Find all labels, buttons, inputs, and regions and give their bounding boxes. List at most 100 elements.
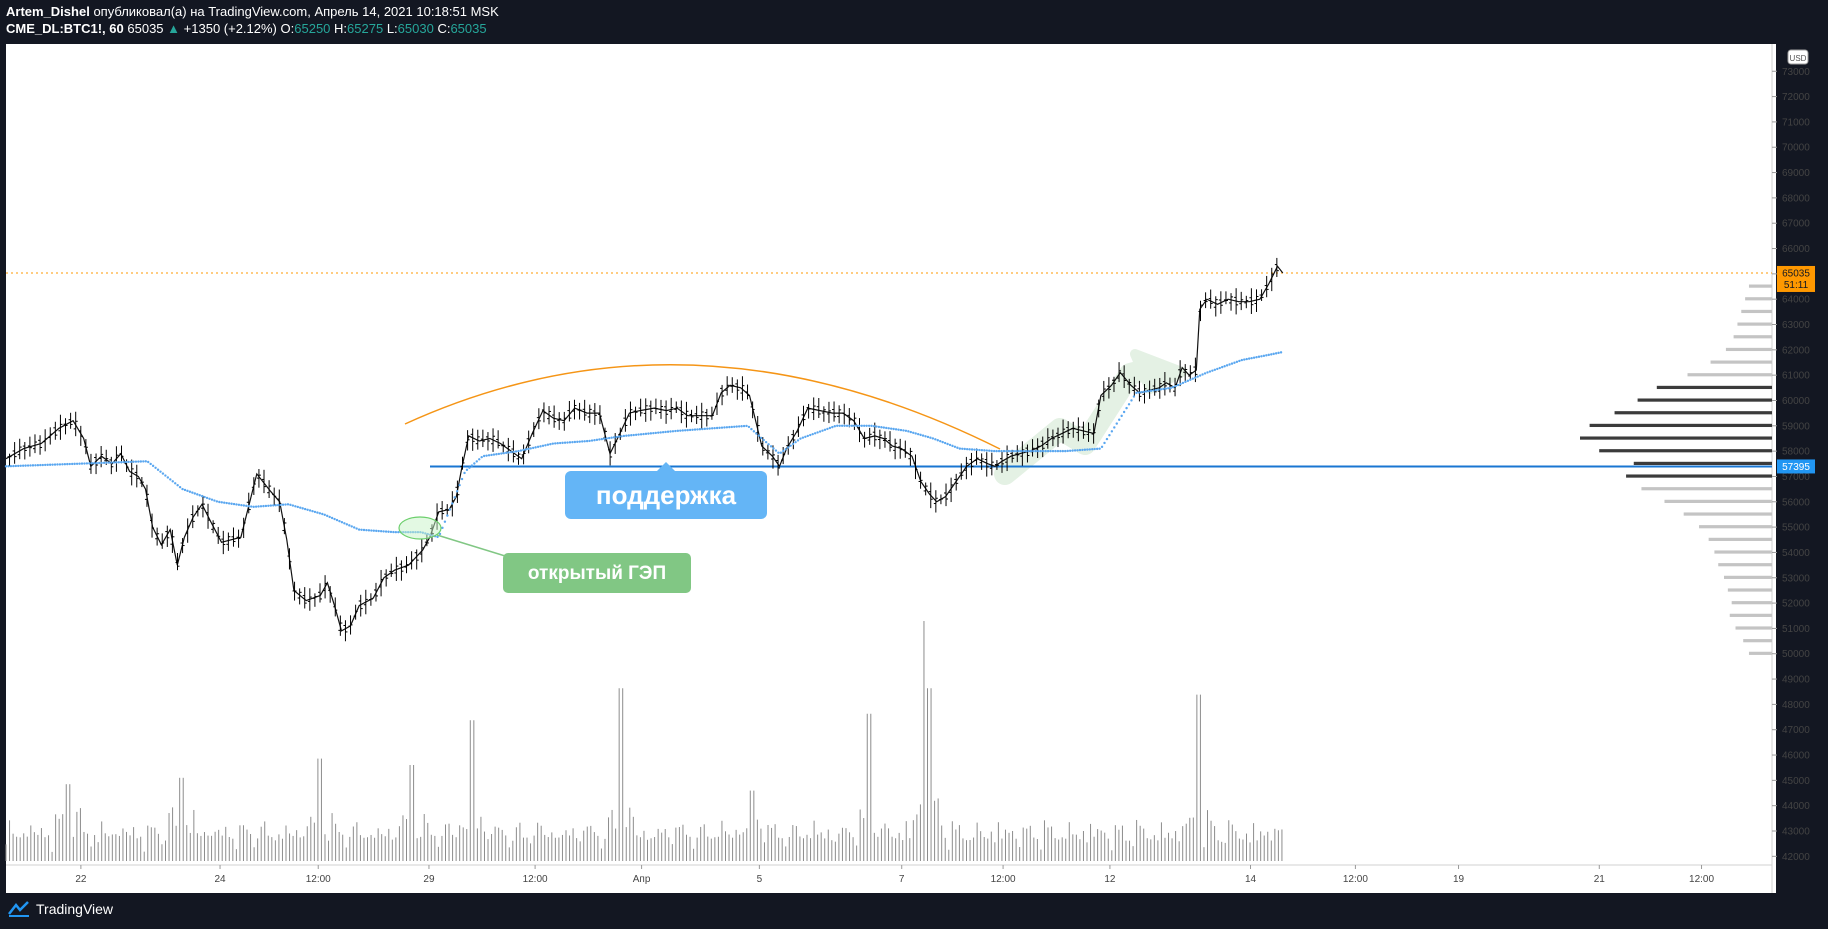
- candle: [358, 594, 363, 617]
- vwap-point: [480, 455, 483, 459]
- candle: [1208, 289, 1213, 309]
- vwap-point: [774, 449, 778, 452]
- candle: [353, 604, 358, 620]
- candle: [144, 484, 149, 507]
- tradingview-logo[interactable]: TradingView: [8, 901, 113, 917]
- price-axis[interactable]: 42000 43000 44000 45000 46000 47000 48000 49000…: [1772, 67, 1810, 863]
- profile-bar: [1714, 550, 1772, 554]
- vwap-point: [1068, 449, 1072, 453]
- vwap-point: [274, 504, 277, 507]
- vwap-point: [789, 444, 792, 447]
- vwap-point: [1103, 441, 1106, 445]
- vwap-point: [1095, 447, 1099, 451]
- vwap-point: [1152, 389, 1155, 392]
- vwap-point: [858, 424, 861, 428]
- vwap-point: [581, 440, 584, 443]
- vwap-point: [220, 501, 223, 504]
- time-axis[interactable]: 22 24 12:00 29 12:00 Апр 5 7 12:00 12 14 12:00 19 21 1…: [75, 865, 1714, 885]
- vwap-point: [1140, 390, 1143, 394]
- vwap-point: [1154, 388, 1158, 392]
- vwap-point: [14, 464, 18, 468]
- vwap-point: [1265, 354, 1268, 357]
- candle: [53, 421, 58, 440]
- gap-callout[interactable]: открытый ГЭП: [503, 553, 691, 593]
- vwap-point: [438, 532, 442, 536]
- chart-canvas[interactable]: поддержка открытый ГЭП 42000 43000 44000 45…: [0, 44, 1828, 893]
- vwap-point: [328, 515, 331, 519]
- vwap-point: [644, 432, 648, 436]
- candle: [368, 593, 373, 606]
- candle: [12, 442, 17, 464]
- vwap-point: [379, 530, 383, 533]
- candle: [694, 405, 699, 425]
- vwap-point: [1159, 388, 1163, 391]
- candle: [709, 406, 714, 420]
- vwap-point: [556, 442, 559, 445]
- vwap-point: [367, 529, 371, 532]
- rounding-arc[interactable]: [404, 363, 1001, 450]
- vwap-point: [539, 445, 542, 448]
- vwap-point: [679, 429, 682, 432]
- vwap-point: [323, 513, 326, 517]
- vwap-point: [487, 454, 491, 457]
- candle: [669, 397, 674, 420]
- support-callout[interactable]: поддержка: [565, 462, 767, 519]
- candle: [1081, 421, 1086, 439]
- time-tick-label: 12:00: [523, 874, 548, 885]
- vwap-point: [747, 425, 751, 429]
- candle: [282, 518, 287, 535]
- vwap-point: [531, 446, 535, 450]
- profile-bar: [1745, 297, 1772, 301]
- vwap-point: [139, 460, 143, 463]
- candle: [597, 405, 602, 425]
- vwap-point: [443, 520, 447, 523]
- gap-marker[interactable]: [398, 516, 442, 540]
- vwap-point: [1071, 449, 1074, 452]
- vwap-point: [948, 443, 952, 447]
- candle: [974, 448, 979, 465]
- candle: [989, 452, 994, 476]
- vwap-point: [1088, 448, 1091, 451]
- vwap-point: [1064, 449, 1067, 453]
- vwap-point: [1024, 449, 1028, 453]
- vwap-point: [250, 505, 253, 508]
- vwap-point: [529, 447, 532, 450]
- candle: [1137, 380, 1142, 402]
- candle: [1152, 378, 1157, 396]
- vwap-point: [154, 466, 157, 470]
- candle: [582, 399, 587, 421]
- vwap-point: [1120, 414, 1123, 418]
- candle: [862, 431, 867, 448]
- author-name[interactable]: Artem_Dishel: [6, 4, 90, 19]
- vwap-point: [573, 440, 577, 444]
- vwap-point: [71, 462, 74, 466]
- vwap-point: [804, 435, 807, 439]
- vwap-point: [267, 504, 270, 507]
- vwap-point: [779, 451, 783, 454]
- vwap-point: [7, 465, 10, 468]
- price-tick-label: 48000: [1782, 700, 1810, 711]
- candle: [78, 425, 83, 446]
- vwap-point: [196, 493, 199, 496]
- candle: [1111, 376, 1116, 393]
- candle: [893, 438, 898, 460]
- candle: [1035, 438, 1040, 459]
- vwap-point: [245, 504, 248, 508]
- vwap-point: [1132, 395, 1136, 398]
- profile-bar: [1718, 563, 1772, 567]
- vwap-point: [554, 442, 557, 445]
- vwap-point: [713, 426, 716, 430]
- vwap-point: [1093, 447, 1096, 451]
- candle: [251, 477, 256, 495]
- vwap-point: [460, 477, 464, 481]
- vwap-point: [1208, 370, 1212, 373]
- vwap-point: [916, 432, 920, 436]
- vwap-point: [995, 449, 998, 453]
- vwap-point: [482, 454, 486, 458]
- candle: [389, 563, 394, 577]
- symbol-name[interactable]: CME_DL:BTC1!, 60: [6, 21, 124, 36]
- candle: [679, 400, 684, 424]
- vwap-point: [764, 440, 768, 444]
- vwap-point: [632, 433, 635, 437]
- vwap-point: [436, 535, 439, 539]
